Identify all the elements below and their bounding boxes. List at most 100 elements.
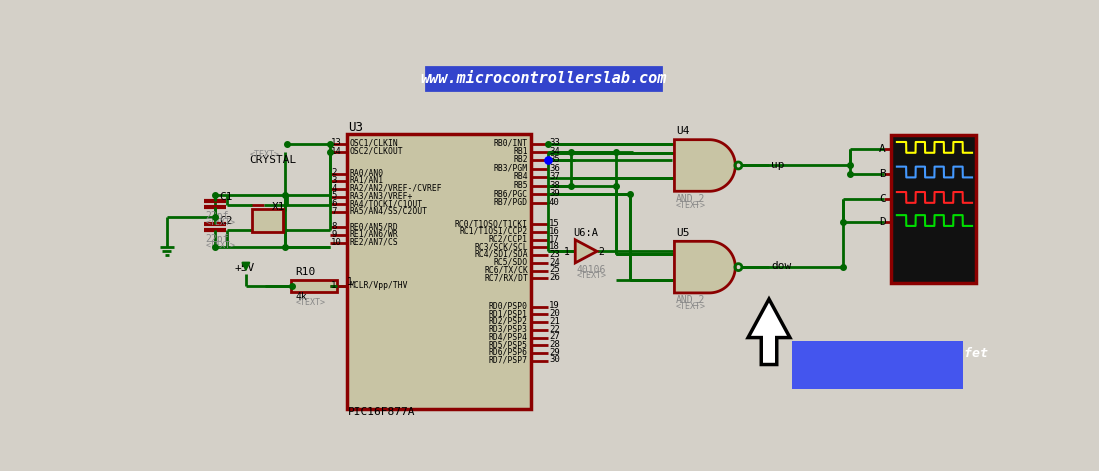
Text: <TEXT>: <TEXT> — [577, 271, 607, 280]
Text: input signals for mosfet: input signals for mosfet — [796, 347, 988, 360]
Text: driver: driver — [796, 365, 844, 379]
Text: <TEXT>: <TEXT> — [249, 150, 280, 159]
Text: RA3/AN3/VREF+: RA3/AN3/VREF+ — [349, 191, 413, 200]
Text: PIC16F877A: PIC16F877A — [348, 407, 415, 417]
Text: CRYSTAL: CRYSTAL — [249, 155, 297, 165]
Text: www.microcontrollerslab.com: www.microcontrollerslab.com — [420, 71, 667, 86]
Text: 18: 18 — [548, 242, 559, 251]
Text: 33: 33 — [548, 138, 559, 147]
Text: RA5/AN4/SS/C2OUT: RA5/AN4/SS/C2OUT — [349, 207, 428, 216]
Text: U6:A: U6:A — [574, 228, 599, 238]
Text: RB7/PGD: RB7/PGD — [493, 197, 528, 207]
Text: 5: 5 — [331, 191, 336, 200]
Text: AND_2: AND_2 — [676, 193, 706, 203]
Text: 14: 14 — [331, 147, 342, 156]
Text: 36: 36 — [548, 163, 559, 173]
Text: 2: 2 — [331, 168, 336, 177]
Bar — [792, 341, 963, 389]
Text: <TEXT>: <TEXT> — [296, 299, 325, 308]
Bar — [425, 67, 662, 90]
Text: C2: C2 — [220, 216, 233, 226]
Text: RD0/PSP0: RD0/PSP0 — [489, 301, 528, 310]
Text: RB1: RB1 — [513, 147, 528, 156]
Text: 28: 28 — [548, 340, 559, 349]
Text: 9: 9 — [331, 230, 336, 239]
Text: D: D — [879, 217, 886, 227]
Text: 1: 1 — [564, 247, 569, 257]
Text: 30: 30 — [548, 356, 559, 365]
Text: RC5/SDO: RC5/SDO — [493, 258, 528, 267]
Text: R10: R10 — [296, 267, 315, 277]
Text: A: A — [879, 144, 886, 154]
Text: RC7/RX/DT: RC7/RX/DT — [484, 273, 528, 282]
Text: 40: 40 — [548, 197, 559, 207]
Text: RE1/AN6/WR: RE1/AN6/WR — [349, 230, 399, 239]
Text: 29: 29 — [548, 348, 559, 357]
Text: OSC2/CLKOUT: OSC2/CLKOUT — [349, 147, 403, 156]
Text: U4: U4 — [676, 126, 689, 136]
Text: RB3/PGM: RB3/PGM — [493, 163, 528, 173]
Text: 21: 21 — [548, 317, 559, 326]
Text: RE0/AN5/RD: RE0/AN5/RD — [349, 222, 399, 231]
Text: 20: 20 — [548, 309, 559, 318]
Bar — [291, 280, 337, 292]
Polygon shape — [575, 240, 597, 263]
Text: C: C — [879, 194, 886, 204]
Text: RA0/AN0: RA0/AN0 — [349, 168, 384, 177]
Text: 17: 17 — [548, 235, 559, 244]
Text: AND_2: AND_2 — [676, 294, 706, 305]
Text: C1: C1 — [220, 193, 233, 203]
Text: RD4/PSP4: RD4/PSP4 — [489, 333, 528, 341]
Text: +5V: +5V — [235, 263, 255, 273]
Text: U5: U5 — [676, 228, 689, 238]
Text: 40106: 40106 — [577, 265, 607, 275]
Text: RB5: RB5 — [513, 180, 528, 190]
Bar — [346, 133, 531, 409]
Text: MCLR/Vpp/THV: MCLR/Vpp/THV — [349, 281, 408, 290]
Text: 16: 16 — [548, 227, 559, 236]
Polygon shape — [675, 140, 735, 191]
Text: RB4: RB4 — [513, 172, 528, 181]
Bar — [890, 135, 976, 283]
Text: RD5/PSP5: RD5/PSP5 — [489, 340, 528, 349]
Text: RD3/PSP3: RD3/PSP3 — [489, 325, 528, 333]
Text: 22: 22 — [548, 325, 559, 333]
Text: RC0/T1OSO/T1CKI: RC0/T1OSO/T1CKI — [455, 219, 528, 228]
Text: RC2/CCP1: RC2/CCP1 — [489, 235, 528, 244]
Text: RE2/AN7/CS: RE2/AN7/CS — [349, 237, 399, 247]
Text: 38: 38 — [548, 180, 559, 190]
Text: <TEXT>: <TEXT> — [206, 218, 235, 227]
Text: 3: 3 — [331, 176, 336, 185]
Text: <TEXT>: <TEXT> — [676, 302, 706, 311]
Text: 24: 24 — [548, 258, 559, 267]
Text: up: up — [770, 160, 785, 170]
Text: 13: 13 — [331, 138, 342, 147]
Text: 26: 26 — [548, 273, 559, 282]
Text: 23: 23 — [548, 250, 559, 259]
Text: 35: 35 — [548, 155, 559, 164]
Text: B: B — [879, 169, 886, 179]
Text: 19: 19 — [548, 301, 559, 310]
Text: RB6/PGC: RB6/PGC — [493, 189, 528, 198]
Text: 2: 2 — [599, 247, 604, 257]
Text: 7: 7 — [331, 207, 336, 216]
Text: RA4/TOCKI/C1OUT: RA4/TOCKI/C1OUT — [349, 199, 423, 208]
Text: X1: X1 — [271, 202, 285, 211]
Text: 15: 15 — [548, 219, 559, 228]
Text: OSC1/CLKIN: OSC1/CLKIN — [349, 138, 399, 147]
Text: RA1/AN1: RA1/AN1 — [349, 176, 384, 185]
Text: 34: 34 — [548, 147, 559, 156]
Text: 39: 39 — [548, 189, 559, 198]
Text: 27: 27 — [548, 333, 559, 341]
Text: 1: 1 — [346, 277, 353, 287]
Text: 4: 4 — [331, 184, 336, 193]
Text: RD1/PSP1: RD1/PSP1 — [489, 309, 528, 318]
Text: U3: U3 — [348, 121, 363, 134]
Text: RC1/T1OSI/CCP2: RC1/T1OSI/CCP2 — [459, 227, 528, 236]
Text: <TEXT>: <TEXT> — [676, 201, 706, 210]
Text: dow: dow — [770, 261, 791, 271]
Text: RB2: RB2 — [513, 155, 528, 164]
Text: RC3/SCK/SCL: RC3/SCK/SCL — [475, 242, 528, 251]
Text: 4k: 4k — [296, 292, 308, 302]
Text: 37: 37 — [548, 172, 559, 181]
